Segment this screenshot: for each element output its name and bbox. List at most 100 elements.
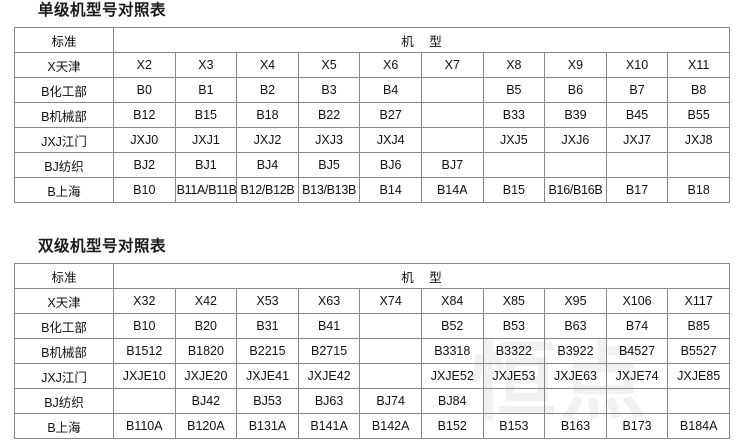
- row-standard-label: BJ纺织: [14, 388, 114, 414]
- header-standard-label: 标准: [14, 263, 114, 289]
- model-cell-text: B16/B16B: [548, 183, 603, 197]
- model-cell: B63: [544, 313, 607, 339]
- model-cell: B163: [544, 413, 607, 439]
- model-cell: B17: [605, 177, 669, 203]
- model-cell: B13/B13B: [297, 177, 361, 203]
- model-cell: [605, 152, 669, 178]
- model-cell: B141A: [297, 413, 361, 439]
- model-cell: B5527: [667, 338, 730, 364]
- model-cell: BJ4: [236, 152, 299, 178]
- table-header-row: 标准机 型: [14, 263, 730, 289]
- model-cell: [359, 363, 422, 389]
- header-standard-label: 标准: [14, 27, 114, 53]
- model-cell: JXJE42: [297, 363, 361, 389]
- model-cell: B74: [605, 313, 669, 339]
- model-cell: JXJ3: [297, 127, 361, 153]
- table-row: B化工部 B0 B1 B2 B3 B4 B5 B6 B7 B8: [14, 77, 730, 103]
- model-cell: B55: [667, 102, 730, 128]
- model-cell: JXJ8: [667, 127, 730, 153]
- model-cell-text: B12/B12B: [240, 183, 295, 197]
- table-row: JXJ江门 JXJE10 JXJE20 JXJE41 JXJE42 JXJE52 JXJE5…: [14, 363, 730, 389]
- model-cell: BJ1: [174, 152, 238, 178]
- model-cell: JXJE53: [482, 363, 546, 389]
- model-cell: X53: [236, 288, 299, 314]
- model-cell: [420, 127, 484, 153]
- model-cell: X11: [667, 52, 730, 78]
- double-stage-table-block: 双级机型号对照表 标准机 型 X天津 X32 X42 X53 X63 X74 X84 X85 X9…: [0, 236, 745, 439]
- model-cell: B45: [605, 102, 669, 128]
- model-cell: [420, 77, 484, 103]
- model-cell: BJ6: [359, 152, 422, 178]
- model-cell: JXJ5: [482, 127, 546, 153]
- model-cell: B4: [359, 77, 422, 103]
- table-row: X天津 X32 X42 X53 X63 X74 X84 X85 X95 X106 X117: [14, 288, 730, 314]
- model-cell: B142A: [359, 413, 422, 439]
- row-standard-label: BJ纺织: [14, 152, 114, 178]
- double-stage-table-title: 双级机型号对照表: [38, 237, 167, 255]
- model-cell: X74: [359, 288, 422, 314]
- model-cell: [544, 388, 607, 414]
- model-cell: B3: [297, 77, 361, 103]
- model-cell: B131A: [236, 413, 299, 439]
- model-cell: JXJ6: [544, 127, 607, 153]
- model-cell: JXJE85: [667, 363, 730, 389]
- model-cell: B0: [113, 77, 176, 103]
- model-cell: BJ42: [174, 388, 238, 414]
- model-cell: JXJE63: [544, 363, 607, 389]
- row-standard-label: B机械部: [14, 338, 114, 364]
- model-cell: [359, 338, 422, 364]
- model-cell: B18: [667, 177, 730, 203]
- row-standard-label: B上海: [14, 413, 114, 439]
- model-cell: B2215: [236, 338, 299, 364]
- model-cell: [420, 102, 484, 128]
- model-cell: B3322: [482, 338, 546, 364]
- model-cell: BJ7: [420, 152, 484, 178]
- model-cell: B120A: [174, 413, 238, 439]
- model-cell: JXJ1: [174, 127, 238, 153]
- model-cell: BJ84: [420, 388, 484, 414]
- row-standard-label: JXJ江门: [14, 127, 114, 153]
- model-cell: BJ2: [113, 152, 176, 178]
- model-cell: X6: [359, 52, 422, 78]
- model-cell: B41: [297, 313, 361, 339]
- model-cell: B184A: [667, 413, 730, 439]
- model-cell: B12: [113, 102, 176, 128]
- model-cell: X3: [174, 52, 238, 78]
- model-cell: JXJE52: [420, 363, 484, 389]
- model-cell: X95: [544, 288, 607, 314]
- table-row: X天津 X2 X3 X4 X5 X6 X7 X8 X9 X10 X11: [14, 52, 730, 78]
- model-cell: B152: [420, 413, 484, 439]
- model-cell: JXJE41: [236, 363, 299, 389]
- model-cell: X10: [605, 52, 669, 78]
- table-row: BJ纺织 BJ42 BJ53 BJ63 BJ74 BJ84: [14, 388, 730, 414]
- row-standard-label: B化工部: [14, 313, 114, 339]
- model-cell: JXJE10: [113, 363, 176, 389]
- model-cell: [605, 388, 669, 414]
- model-cell: JXJE74: [605, 363, 669, 389]
- table-row: B上海 B10 B11A/B11B B12/B12B B13/B13B B14 B14A B1…: [14, 177, 730, 203]
- row-standard-label: JXJ江门: [14, 363, 114, 389]
- model-cell: X9: [544, 52, 607, 78]
- model-cell: [544, 152, 607, 178]
- model-cell: X63: [297, 288, 361, 314]
- model-cell: B2715: [297, 338, 361, 364]
- model-cell: B3922: [544, 338, 607, 364]
- model-cell: X7: [420, 52, 484, 78]
- model-cell: B16/B16B: [544, 177, 607, 203]
- model-cell: BJ53: [236, 388, 299, 414]
- row-standard-label: B化工部: [14, 77, 114, 103]
- table-row: BJ纺织 BJ2 BJ1 BJ4 BJ5 BJ6 BJ7: [14, 152, 730, 178]
- model-cell: B3318: [420, 338, 484, 364]
- model-cell: B1820: [174, 338, 238, 364]
- model-cell: B4527: [605, 338, 669, 364]
- model-cell: BJ63: [297, 388, 361, 414]
- table-row: B机械部 B1512 B1820 B2215 B2715 B3318 B3322 B3922 B…: [14, 338, 730, 364]
- model-cell: X8: [482, 52, 546, 78]
- model-cell: B52: [420, 313, 484, 339]
- model-cell: B14A: [420, 177, 484, 203]
- header-model-span-label: 机 型: [113, 263, 730, 289]
- model-cell: B11A/B11B: [174, 177, 238, 203]
- model-cell: JXJ7: [605, 127, 669, 153]
- model-cell: X5: [297, 52, 361, 78]
- model-cell: [359, 313, 422, 339]
